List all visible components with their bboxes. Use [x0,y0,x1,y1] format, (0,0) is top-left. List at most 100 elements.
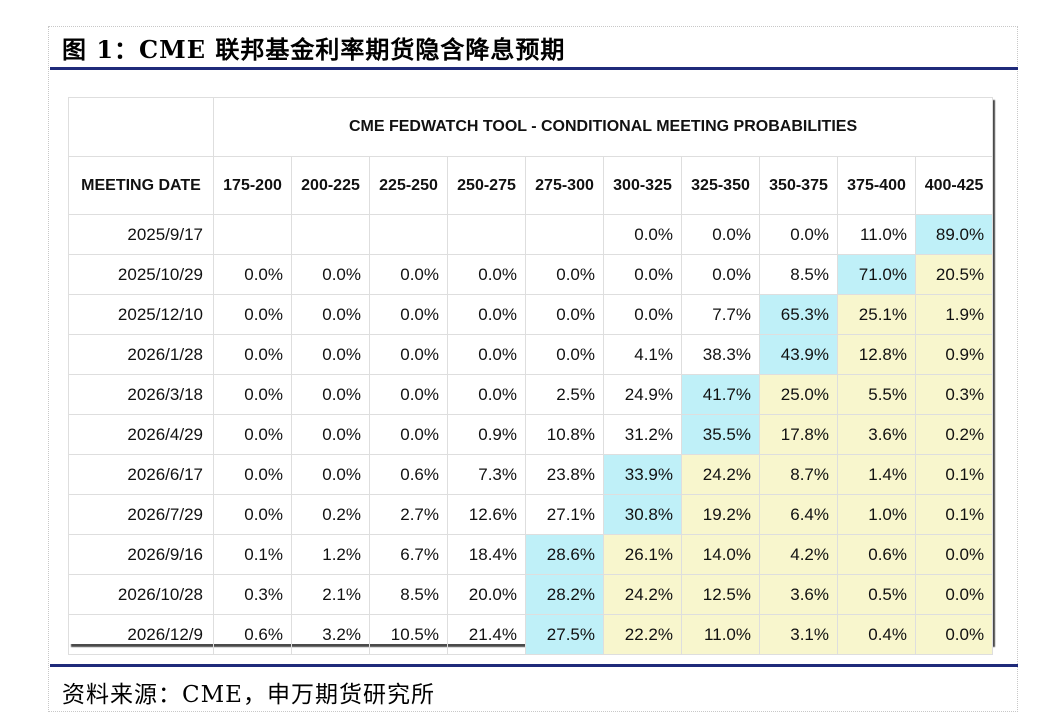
probability-cell: 19.2% [681,494,760,535]
probability-cell: 0.0% [681,214,760,255]
probability-cell: 6.4% [759,494,838,535]
probability-cell: 0.0% [369,294,448,335]
probability-cell: 0.0% [914,614,994,655]
table-row: 2025/9/17 0.0% 0.0% 0.0% 11.0% 89.0% [68,214,994,255]
probability-cell: 35.5% [681,414,760,455]
probability-cell: 0.0% [291,414,370,455]
probability-cell: 2.5% [525,374,604,415]
probability-cell: 14.0% [681,534,760,575]
column-header: 375-400 [837,156,916,215]
probability-cell: 1.2% [291,534,370,575]
probability-cell: 3.6% [837,414,916,455]
probability-cell: 11.0% [681,614,760,655]
probability-cell: 30.8% [603,494,682,535]
probability-cell: 89.0% [914,214,994,255]
probability-cell: 28.6% [525,534,604,575]
probability-cell: 0.0% [291,334,370,375]
probability-cell: 0.6% [837,534,916,575]
probability-cell: 0.0% [213,374,292,415]
table-row: 2026/12/9 0.6% 3.2% 10.5% 21.4% 27.5% 22.2% 11.… [68,614,994,655]
probability-cell: 0.5% [837,574,916,615]
meeting-date-cell: 2025/9/17 [68,214,214,255]
probability-cell: 0.0% [213,414,292,455]
probability-cell: 24.2% [603,574,682,615]
meeting-date-cell: 2026/6/17 [68,454,214,495]
column-header: 250-275 [447,156,526,215]
probability-cell: 10.8% [525,414,604,455]
probability-cell: 0.0% [447,374,526,415]
probability-cell [525,214,604,255]
probability-cell: 1.4% [837,454,916,495]
probability-cell: 0.1% [213,534,292,575]
probability-cell: 3.6% [759,574,838,615]
meeting-date-cell: 2026/3/18 [68,374,214,415]
probability-cell: 3.2% [291,614,370,655]
probability-cell: 11.0% [837,214,916,255]
column-header: 400-425 [914,156,994,215]
probability-cell: 21.4% [447,614,526,655]
probability-cell: 6.7% [369,534,448,575]
probability-cell: 0.0% [525,294,604,335]
table-row: 2026/7/29 0.0% 0.2% 2.7% 12.6% 27.1% 30.8% 19.2… [68,494,994,535]
probability-cell: 71.0% [837,254,916,295]
probability-cell: 2.1% [291,574,370,615]
probability-cell: 25.1% [837,294,916,335]
probability-cell: 0.1% [914,494,994,535]
probability-cell: 7.3% [447,454,526,495]
probability-cell: 7.7% [681,294,760,335]
probability-cell: 4.2% [759,534,838,575]
probability-cell [369,214,448,255]
meeting-date-cell: 2026/7/29 [68,494,214,535]
column-header: 275-300 [525,156,604,215]
probability-cell: 0.0% [213,254,292,295]
column-header: 300-325 [603,156,682,215]
table-row: 2026/10/28 0.3% 2.1% 8.5% 20.0% 28.2% 24.2% 12.… [68,574,994,615]
probability-cell: 1.9% [914,294,994,335]
table-row: 2025/12/10 0.0% 0.0% 0.0% 0.0% 0.0% 0.0% 7.7% 65… [68,294,994,335]
table-row: 2026/1/28 0.0% 0.0% 0.0% 0.0% 0.0% 4.1% 38.3% 43… [68,334,994,375]
probability-cell: 0.0% [213,294,292,335]
probability-cell: 0.0% [291,294,370,335]
meeting-date-cell: 2025/10/29 [68,254,214,295]
probability-cell: 2.7% [369,494,448,535]
probability-cell: 22.2% [603,614,682,655]
table-row: 2026/3/18 0.0% 0.0% 0.0% 0.0% 2.5% 24.9% 41.7% 2… [68,374,994,415]
figure-frame [48,26,1018,712]
probability-cell: 4.1% [603,334,682,375]
probability-cell: 31.2% [603,414,682,455]
probability-cell: 0.0% [369,374,448,415]
probability-cell: 0.0% [603,254,682,295]
probability-cell: 28.2% [525,574,604,615]
probability-cell: 0.0% [447,294,526,335]
probability-cell: 12.6% [447,494,526,535]
probability-cell: 8.7% [759,454,838,495]
probability-cell: 0.9% [447,414,526,455]
probability-cell: 8.5% [759,254,838,295]
column-header: 350-375 [759,156,838,215]
probability-cell [291,214,370,255]
title-rule [50,67,1018,70]
probability-cell: 1.0% [837,494,916,535]
probability-cell: 0.0% [914,534,994,575]
table-row: 2026/4/29 0.0% 0.0% 0.0% 0.9% 10.8% 31.2% 35.5%… [68,414,994,455]
probability-cell: 0.0% [369,414,448,455]
probability-cell [447,214,526,255]
probability-cell: 0.0% [525,334,604,375]
column-header: 200-225 [291,156,370,215]
table-title-row: CME FEDWATCH TOOL - CONDITIONAL MEETING … [68,97,994,157]
probability-cell: 0.3% [213,574,292,615]
probability-cell [213,214,292,255]
source-rule [50,664,1018,667]
probability-cell: 0.0% [603,294,682,335]
probability-cell: 43.9% [759,334,838,375]
probability-cell: 17.8% [759,414,838,455]
column-header: 175-200 [213,156,292,215]
probability-cell: 20.5% [914,254,994,295]
probability-cell: 10.5% [369,614,448,655]
probability-cell: 0.0% [447,334,526,375]
probability-cell: 8.5% [369,574,448,615]
table-title: CME FEDWATCH TOOL - CONDITIONAL MEETING … [212,97,994,157]
meeting-date-cell: 2026/1/28 [68,334,214,375]
probability-cell: 33.9% [603,454,682,495]
probability-cell: 0.0% [447,254,526,295]
